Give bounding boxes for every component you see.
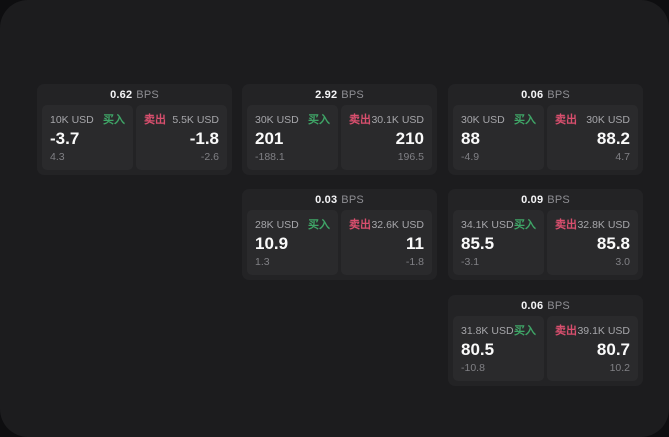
buy-price: 201 [255,129,284,148]
sell-delta: 4.7 [615,151,630,163]
sell-action-label[interactable]: 卖出 [555,219,577,231]
buy-action-label[interactable]: 买入 [514,219,536,231]
quote-card: 0.03 BPS 28K USD 买入 10.9 1.3 卖出 32.6K USD… [242,189,437,280]
buy-price: 85.5 [461,234,495,253]
spread-value: 0.06 [521,89,544,101]
buy-delta: -10.8 [461,362,485,374]
spread-unit: BPS [136,89,159,101]
sell-panel[interactable]: 卖出 30.1K USD 210 196.5 [341,105,432,170]
spread-header: 0.62 BPS [37,84,232,105]
buy-price: -3.7 [50,129,80,148]
sell-action-label[interactable]: 卖出 [349,219,371,231]
quote-card: 0.06 BPS 30K USD 买入 88 -4.9 卖出 30K USD 88… [448,84,643,175]
sell-size: 5.5K USD [172,114,219,126]
spread-value: 0.03 [315,194,338,206]
buy-action-label[interactable]: 买入 [514,325,536,337]
quote-card: 0.06 BPS 31.8K USD 买入 80.5 -10.8 卖出 39.1K… [448,295,643,386]
sell-panel[interactable]: 卖出 32.6K USD 11 -1.8 [341,210,432,275]
sell-price: 11 [406,234,424,253]
sell-size: 30K USD [586,114,630,126]
sell-panel[interactable]: 卖出 30K USD 88.2 4.7 [547,105,638,170]
buy-action-label[interactable]: 买入 [308,219,330,231]
sell-action-label[interactable]: 卖出 [555,114,577,126]
buy-panel[interactable]: 28K USD 买入 10.9 1.3 [247,210,338,275]
sell-delta: -1.8 [405,256,424,268]
buy-price: 88 [461,129,480,148]
spread-header: 0.06 BPS [448,84,643,105]
sell-panel[interactable]: 卖出 32.8K USD 85.8 3.0 [547,210,638,275]
spread-value: 2.92 [315,89,338,101]
buy-panel[interactable]: 10K USD 买入 -3.7 4.3 [42,105,133,170]
quote-panels: 30K USD 买入 88 -4.9 卖出 30K USD 88.2 4.7 [448,105,643,170]
buy-panel[interactable]: 34.1K USD 买入 85.5 -3.1 [453,210,544,275]
sell-price: -1.8 [189,129,219,148]
sell-delta: -2.6 [200,151,219,163]
sell-panel[interactable]: 卖出 5.5K USD -1.8 -2.6 [136,105,227,170]
buy-panel[interactable]: 31.8K USD 买入 80.5 -10.8 [453,316,544,381]
buy-action-label[interactable]: 买入 [514,114,536,126]
spread-unit: BPS [547,89,570,101]
buy-delta: -4.9 [461,151,480,163]
sell-price: 80.7 [596,340,630,359]
spread-header: 2.92 BPS [242,84,437,105]
buy-action-label[interactable]: 买入 [308,114,330,126]
sell-size: 32.6K USD [371,219,424,231]
spread-value: 0.06 [521,300,544,312]
quote-panels: 34.1K USD 买入 85.5 -3.1 卖出 32.8K USD 85.8… [448,210,643,275]
quote-card: 0.09 BPS 34.1K USD 买入 85.5 -3.1 卖出 32.8K … [448,189,643,280]
buy-action-label[interactable]: 买入 [103,114,125,126]
buy-size: 30K USD [461,114,505,126]
sell-delta: 3.0 [615,256,630,268]
buy-panel[interactable]: 30K USD 买入 88 -4.9 [453,105,544,170]
quote-panels: 10K USD 买入 -3.7 4.3 卖出 5.5K USD -1.8 -2.… [37,105,232,170]
buy-size: 31.8K USD [461,325,514,337]
buy-price: 10.9 [255,234,289,253]
sell-action-label[interactable]: 卖出 [349,114,371,126]
sell-action-label[interactable]: 卖出 [555,325,577,337]
quote-panels: 31.8K USD 买入 80.5 -10.8 卖出 39.1K USD 80.… [448,316,643,381]
sell-delta: 10.2 [609,362,630,374]
buy-delta: -188.1 [255,151,285,163]
spread-value: 0.09 [521,194,544,206]
sell-size: 39.1K USD [577,325,630,337]
buy-delta: 1.3 [255,256,270,268]
buy-size: 28K USD [255,219,299,231]
sell-price: 88.2 [596,129,630,148]
quote-panels: 28K USD 买入 10.9 1.3 卖出 32.6K USD 11 -1.8 [242,210,437,275]
sell-action-label[interactable]: 卖出 [144,114,166,126]
buy-size: 30K USD [255,114,299,126]
buy-size: 10K USD [50,114,94,126]
sell-price: 210 [395,129,424,148]
buy-size: 34.1K USD [461,219,514,231]
spread-unit: BPS [341,89,364,101]
sell-size: 30.1K USD [371,114,424,126]
spread-unit: BPS [547,194,570,206]
sell-panel[interactable]: 卖出 39.1K USD 80.7 10.2 [547,316,638,381]
spread-header: 0.06 BPS [448,295,643,316]
spread-unit: BPS [341,194,364,206]
quote-card: 0.62 BPS 10K USD 买入 -3.7 4.3 卖出 5.5K USD … [37,84,232,175]
sell-price: 85.8 [596,234,630,253]
buy-delta: 4.3 [50,151,65,163]
spread-header: 0.09 BPS [448,189,643,210]
spread-unit: BPS [547,300,570,312]
sell-size: 32.8K USD [577,219,630,231]
quote-panels: 30K USD 买入 201 -188.1 卖出 30.1K USD 210 1… [242,105,437,170]
buy-delta: -3.1 [461,256,480,268]
spread-header: 0.03 BPS [242,189,437,210]
quote-card: 2.92 BPS 30K USD 买入 201 -188.1 卖出 30.1K U… [242,84,437,175]
buy-panel[interactable]: 30K USD 买入 201 -188.1 [247,105,338,170]
sell-delta: 196.5 [397,151,424,163]
spread-value: 0.62 [110,89,133,101]
buy-price: 80.5 [461,340,495,359]
